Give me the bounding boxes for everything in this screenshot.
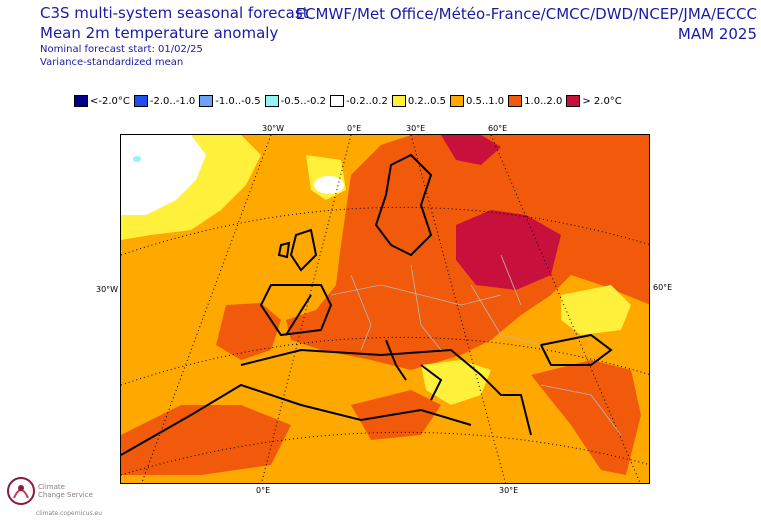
variable-title: Mean 2m temperature anomaly: [40, 24, 279, 42]
anomaly-0.2-0.5-region-caspian: [561, 285, 631, 335]
forecast-start: Nominal forecast start: 01/02/25: [40, 44, 203, 55]
legend-item: 0.5..1.0: [450, 95, 504, 107]
top-label-0e: 0°E: [347, 124, 362, 133]
graticule: [121, 135, 649, 483]
legend-label: 1.0..2.0: [524, 95, 563, 107]
title-block: C3S multi-system seasonal forecast Mean …: [40, 4, 309, 69]
bottom-label-0e: 0°E: [256, 486, 271, 495]
coastlines: [121, 153, 613, 456]
season-label: MAM 2025: [677, 25, 757, 43]
copernicus-logo: Climate Change Service: [6, 476, 93, 506]
bottom-label-30e: 30°E: [499, 486, 519, 495]
legend-label: > 2.0°C: [582, 95, 622, 107]
legend-item: -0.2..0.2: [330, 95, 388, 107]
anomaly-neutral-region-iceland: [314, 176, 344, 194]
anomaly-1.0-2.0-region-iberia: [216, 303, 281, 360]
climate-service-icon: [7, 477, 35, 505]
legend-swatch: [199, 95, 214, 107]
legend: <-2.0°C -2.0..-1.0 -1.0..-0.5 -0.5..-0.2 -0.…: [74, 95, 626, 107]
legend-label: -1.0..-0.5: [215, 95, 261, 107]
legend-swatch: [391, 95, 406, 107]
title-right-block: ECMWF/Met Office/Météo-France/CMCC/DWD/N…: [296, 4, 757, 44]
logo-line1: Climate: [38, 483, 65, 491]
top-label-30e: 30°E: [406, 124, 426, 133]
legend-label: 0.5..1.0: [466, 95, 505, 107]
anomaly-1.0-2.0-region-nw-africa: [121, 405, 291, 475]
legend-label: 0.2..0.5: [407, 95, 446, 107]
legend-swatch: [330, 95, 345, 107]
legend-swatch: [508, 95, 523, 107]
forecast-title: C3S multi-system seasonal forecast: [40, 4, 309, 22]
logo-url: climate.copernicus.eu: [36, 510, 103, 517]
top-label-30w: 30°W: [262, 124, 285, 133]
anomaly-gt-2.0-region-russia: [456, 210, 561, 290]
legend-item: <-2.0°C: [74, 95, 130, 107]
legend-item: > 2.0°C: [566, 95, 622, 107]
country-borders: [330, 254, 622, 436]
legend-item: 1.0..2.0: [508, 95, 562, 107]
systems-list: ECMWF/Met Office/Météo-France/CMCC/DWD/N…: [295, 5, 757, 23]
legend-item: -1.0..-0.5: [199, 95, 261, 107]
legend-swatch: [450, 95, 464, 107]
legend-item: 0.2..0.5: [391, 95, 446, 107]
legend-swatch: [74, 95, 88, 107]
anomaly-0.2-0.5-region-mediterranean: [421, 360, 491, 405]
top-label-60e: 60°E: [488, 124, 508, 133]
anomaly-yellow-patch: [216, 135, 246, 160]
legend-label: -0.2..0.2: [346, 95, 388, 107]
legend-label: -2.0..-1.0: [149, 95, 196, 107]
right-label-60e: 60°E: [653, 283, 673, 292]
legend-swatch: [133, 95, 148, 107]
forecast-map: [120, 134, 650, 484]
legend-swatch: [566, 95, 581, 107]
legend-item: -0.5..-0.2: [264, 95, 327, 107]
mean-type: Variance-standardized mean: [40, 57, 184, 68]
logo-text: Climate Change Service: [38, 483, 93, 499]
anomaly-cool-spot: [133, 156, 141, 162]
map-svg: [121, 135, 649, 483]
legend-swatch: [264, 95, 279, 107]
legend-label: -0.5..-0.2: [280, 95, 327, 107]
legend-item: -2.0..-1.0: [133, 95, 196, 107]
anomaly-neutral-region-nw: [121, 135, 206, 215]
left-label-30w: 30°W: [96, 285, 119, 294]
anomaly-gt-2.0-region-arctic: [441, 135, 501, 165]
logo-line2: Change Service: [38, 491, 93, 499]
legend-label: <-2.0°C: [90, 95, 130, 107]
